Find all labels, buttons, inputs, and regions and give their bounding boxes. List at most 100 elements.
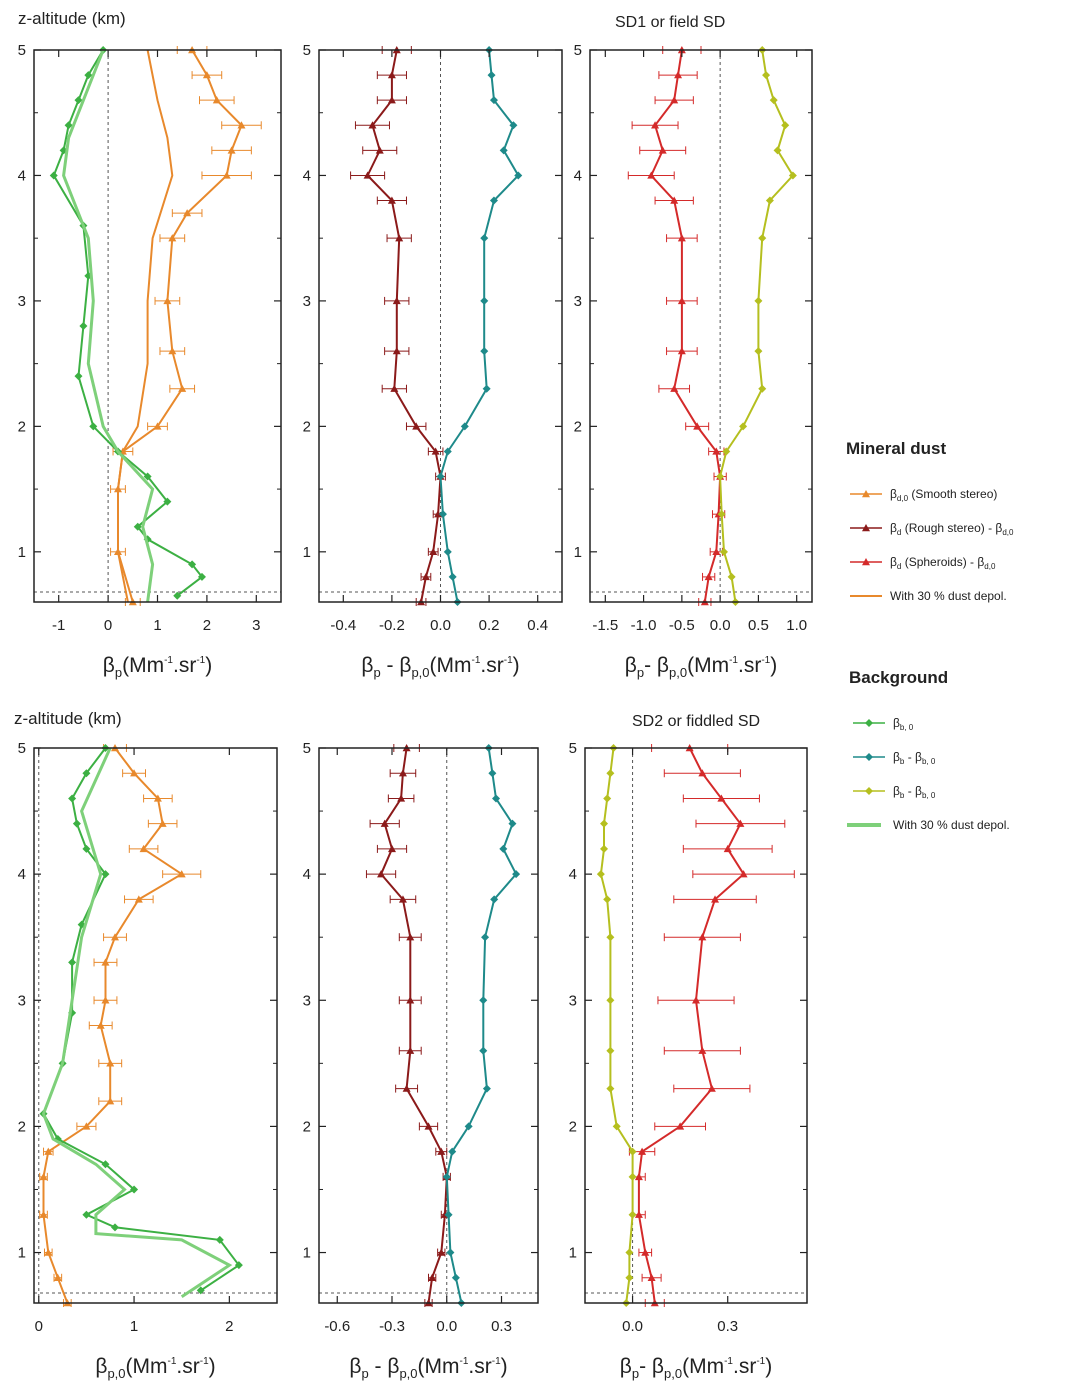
series-line <box>42 747 241 1292</box>
series-1 <box>39 744 243 1295</box>
x-tick-label: 0.0 <box>710 617 731 634</box>
x-label-sub: p <box>632 1366 639 1381</box>
diamond-marker <box>758 384 767 393</box>
triangle-marker <box>717 794 726 802</box>
triangle-marker <box>434 510 443 518</box>
diamond-marker <box>754 296 763 305</box>
triangle-marker <box>130 769 139 777</box>
diamond-marker <box>628 1147 637 1156</box>
x-tick-label: -0.5 <box>669 617 695 634</box>
triangle-marker <box>634 1210 643 1218</box>
diamond-marker <box>479 996 488 1005</box>
legend-text: (Smooth stereo) <box>908 487 997 501</box>
triangle-marker <box>202 71 211 79</box>
y-tick-label: 5 <box>569 740 577 757</box>
diamond-marker <box>606 769 615 778</box>
triangle-marker <box>163 296 172 305</box>
mineral-dust-legend-item: With 30 % dust depol. <box>850 589 1007 603</box>
diamond-marker <box>717 510 726 519</box>
x-tick-label: 2 <box>225 1318 233 1335</box>
triangle-marker <box>670 96 679 104</box>
diamond-marker <box>625 1248 634 1257</box>
diamond-marker <box>606 996 615 1005</box>
triangle-marker <box>424 1122 433 1130</box>
triangle-marker <box>677 296 686 305</box>
x-label-sub: p <box>373 665 380 680</box>
triangle-marker <box>398 895 407 903</box>
diamond-marker <box>512 870 521 879</box>
diamond-marker <box>436 472 445 481</box>
x-label-sub: p,0 <box>399 1366 417 1381</box>
legend-text: (Spheroids) - β <box>901 555 984 569</box>
diamond-marker <box>788 171 797 180</box>
diamond-marker <box>769 96 778 105</box>
diamond-marker <box>460 422 469 431</box>
diamond-marker <box>488 769 497 778</box>
diamond-marker <box>781 121 790 130</box>
legend-text: - β <box>904 784 922 798</box>
series-line <box>637 747 745 1304</box>
x-tick-label: 1 <box>153 617 161 634</box>
triangle-marker <box>111 933 119 941</box>
triangle-marker <box>153 422 162 430</box>
diamond-marker <box>865 719 873 727</box>
y-tick-label: 3 <box>569 992 577 1009</box>
triangle-marker <box>106 1059 115 1067</box>
triangle-marker <box>387 71 396 79</box>
triangle-marker <box>707 1084 716 1092</box>
triangle-marker <box>395 234 404 242</box>
x-label-part: ) <box>209 1355 216 1378</box>
triangle-marker <box>101 996 110 1004</box>
x-label-part: (Mm <box>430 654 472 677</box>
triangle-marker <box>237 121 246 129</box>
triangle-marker <box>431 447 440 455</box>
series-1 <box>117 49 174 603</box>
x-label-part: ) <box>765 1355 772 1378</box>
diamond-marker <box>865 753 873 761</box>
plot-frame <box>318 747 539 1304</box>
triangle-marker <box>670 384 679 392</box>
triangle-marker <box>862 524 870 532</box>
triangle-marker <box>177 870 186 878</box>
triangle-marker <box>698 1046 707 1054</box>
x-label-sup: -1 <box>164 655 173 666</box>
x-label-sub: p,0 <box>664 1366 682 1381</box>
x-tick-label: -0.3 <box>379 1318 405 1335</box>
triangle-marker <box>375 146 384 154</box>
x-axis-label: βp(Mm-1.sr-1) <box>103 654 212 680</box>
triangle-marker <box>437 1147 446 1155</box>
y-tick-label: 3 <box>574 293 582 310</box>
series-line <box>445 747 518 1304</box>
series-line <box>117 49 174 603</box>
triangle-marker <box>647 1273 656 1281</box>
triangle-marker <box>429 547 438 556</box>
legend-text: - β <box>904 750 922 764</box>
legend-sub: b, 0 <box>900 723 914 732</box>
diamond-marker <box>481 933 490 942</box>
triangle-marker <box>82 1122 91 1130</box>
diamond-marker <box>722 447 731 456</box>
mineral-dust-legend-item: βd (Rough stereo) - βd,0 <box>850 521 1014 537</box>
x-label-part: (Mm <box>418 1355 460 1378</box>
x-tick-label: 0.2 <box>479 617 500 634</box>
diamond-marker <box>754 347 763 356</box>
x-label-part: (Mm <box>687 654 729 677</box>
series-1 <box>716 46 797 606</box>
triangle-marker <box>437 1248 446 1256</box>
legend-text: (Rough stereo) - β <box>901 521 1002 535</box>
x-label-part: .sr <box>733 1355 756 1378</box>
legend-sub: b, 0 <box>922 757 936 766</box>
legend-text: β <box>893 750 900 764</box>
triangle-marker <box>134 895 143 903</box>
diamond-marker <box>442 1172 451 1181</box>
diamond-marker <box>628 1210 637 1219</box>
x-label-sup: -1 <box>168 1356 177 1367</box>
diamond-marker <box>444 1210 453 1219</box>
x-label-sub: p,0 <box>669 665 687 680</box>
x-label-part: .sr <box>738 654 761 677</box>
diamond-marker <box>762 71 771 80</box>
triangle-marker <box>406 933 415 941</box>
x-axis-label: βp- βp,0(Mm-1.sr-1) <box>620 1355 772 1381</box>
